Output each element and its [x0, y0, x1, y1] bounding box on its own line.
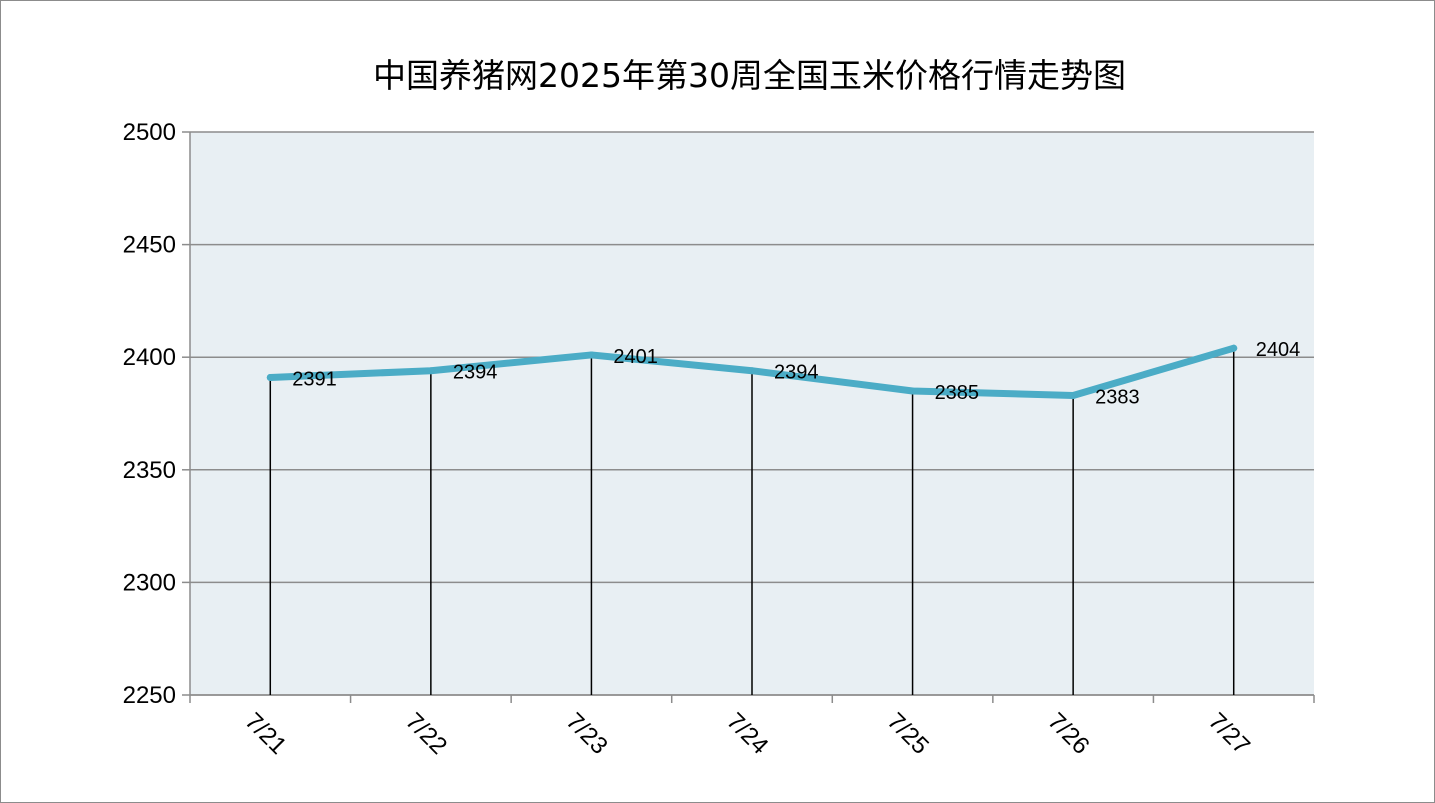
- x-tick-label: 7/27: [1203, 708, 1255, 760]
- y-tick-label: 2450: [123, 232, 176, 259]
- data-point: [1230, 344, 1238, 352]
- data-point: [427, 367, 435, 375]
- y-tick-label: 2400: [123, 344, 176, 371]
- data-label: 2394: [453, 362, 498, 384]
- data-label: 2383: [1095, 386, 1140, 408]
- y-tick-label: 2250: [123, 682, 176, 709]
- data-label: 2401: [613, 346, 658, 368]
- x-axis-ticks: 7/21 7/22 7/23 7/24 7/25 7/26 7/27: [189, 695, 1315, 760]
- x-tick-label: 7/26: [1042, 708, 1094, 760]
- x-tick-label: 7/22: [400, 708, 452, 760]
- chart-title: 中国养猪网2025年第30周全国玉米价格行情走势图: [373, 56, 1126, 95]
- x-tick-label: 7/23: [561, 708, 613, 760]
- data-label: 2391: [292, 368, 337, 390]
- data-point: [587, 351, 595, 359]
- x-tick-label: 7/24: [721, 708, 773, 760]
- x-tick-label: 7/21: [240, 708, 292, 760]
- series-group: [266, 344, 1238, 399]
- data-label: 2385: [935, 382, 980, 404]
- data-point: [1069, 391, 1077, 399]
- y-tick-label: 2350: [123, 457, 176, 484]
- y-tick-label: 2300: [123, 569, 176, 596]
- data-label: 2404: [1256, 339, 1301, 361]
- y-axis-ticks: 2250 2300 2350 2400 2450 2500: [123, 119, 190, 709]
- data-point: [909, 387, 917, 395]
- x-tick-label: 7/25: [882, 708, 934, 760]
- data-labels: 2391 2394 2401 2394 2385 2383 2404: [292, 339, 1300, 408]
- y-tick-label: 2500: [123, 119, 176, 146]
- data-point: [748, 367, 756, 375]
- data-point: [266, 373, 274, 381]
- drop-lines: [269, 348, 1235, 695]
- data-label: 2394: [774, 362, 819, 384]
